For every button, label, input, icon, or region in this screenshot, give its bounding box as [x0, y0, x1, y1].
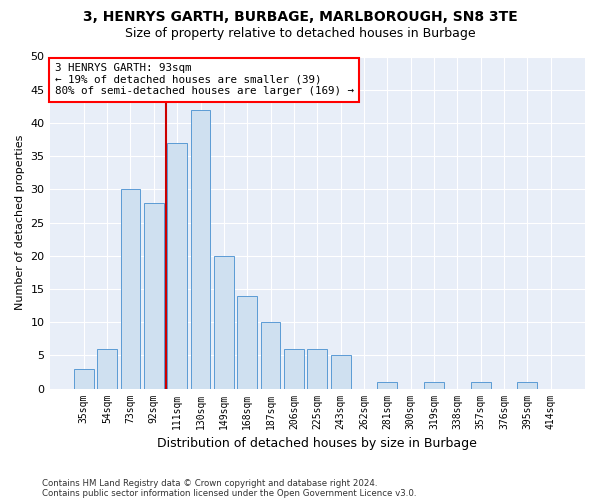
X-axis label: Distribution of detached houses by size in Burbage: Distribution of detached houses by size … [157, 437, 477, 450]
Bar [191, 110, 211, 388]
Text: Contains HM Land Registry data © Crown copyright and database right 2024.: Contains HM Land Registry data © Crown c… [42, 478, 377, 488]
Bar [307, 348, 327, 389]
Bar [331, 356, 350, 388]
Text: Size of property relative to detached houses in Burbage: Size of property relative to detached ho… [125, 28, 475, 40]
Y-axis label: Number of detached properties: Number of detached properties [15, 135, 25, 310]
Bar [471, 382, 491, 388]
Bar [284, 348, 304, 389]
Bar [97, 348, 117, 389]
Text: Contains public sector information licensed under the Open Government Licence v3: Contains public sector information licen… [42, 488, 416, 498]
Text: 3, HENRYS GARTH, BURBAGE, MARLBOROUGH, SN8 3TE: 3, HENRYS GARTH, BURBAGE, MARLBOROUGH, S… [83, 10, 517, 24]
Bar [238, 296, 257, 388]
Bar [260, 322, 280, 388]
Bar [74, 368, 94, 388]
Bar [424, 382, 444, 388]
Text: 3 HENRYS GARTH: 93sqm
← 19% of detached houses are smaller (39)
80% of semi-deta: 3 HENRYS GARTH: 93sqm ← 19% of detached … [55, 63, 354, 96]
Bar [144, 202, 164, 388]
Bar [121, 190, 140, 388]
Bar [214, 256, 234, 388]
Bar [377, 382, 397, 388]
Bar [517, 382, 538, 388]
Bar [167, 143, 187, 388]
